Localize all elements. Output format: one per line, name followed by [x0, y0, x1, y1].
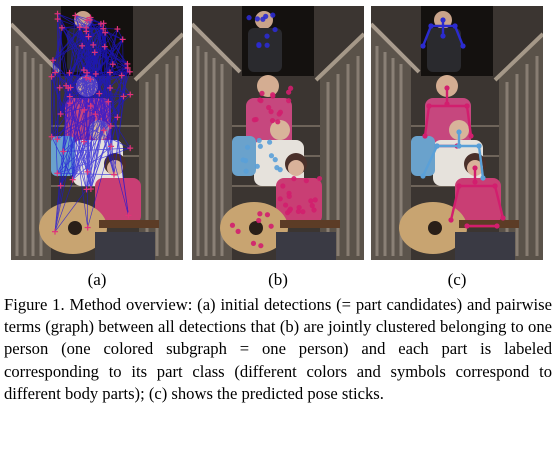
panel-c-pose-sticks	[371, 6, 543, 260]
panel-c-image	[371, 6, 543, 260]
panel-a-image	[11, 6, 183, 260]
figure-caption: Figure 1. Method overview: (a) initial d…	[4, 295, 552, 403]
panel-c-label: (c)	[447, 270, 467, 289]
panel-b-image	[192, 6, 364, 260]
panel-b-clusters	[192, 6, 364, 260]
panel-b-label: (b)	[268, 270, 288, 289]
panel-a-label: (a)	[87, 270, 107, 289]
panel-a-detections	[11, 6, 183, 260]
